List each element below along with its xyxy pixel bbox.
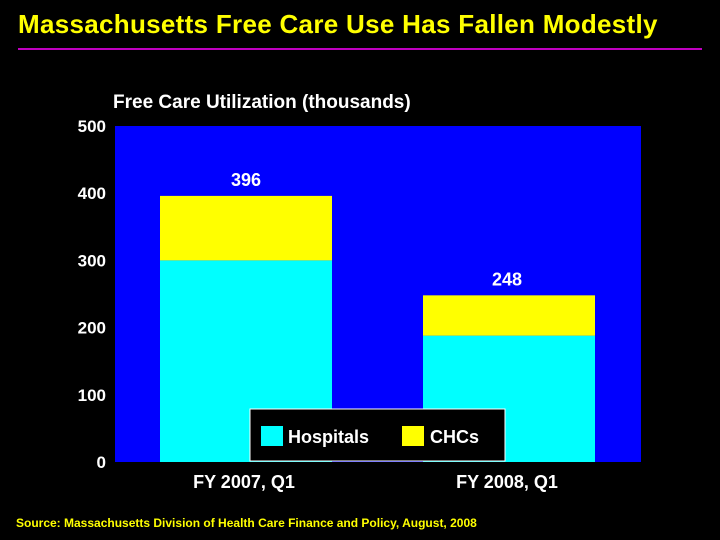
y-tick-label: 100 (78, 386, 106, 405)
legend-box (249, 408, 506, 462)
bar-chcs (423, 295, 595, 336)
title-divider (18, 48, 702, 50)
y-tick-label: 500 (78, 117, 106, 136)
legend-swatch-chcs (402, 426, 424, 446)
legend-swatch-hospitals (261, 426, 283, 446)
x-tick-label: FY 2008, Q1 (456, 472, 558, 492)
y-tick-label: 300 (78, 251, 106, 270)
legend-label-hospitals: Hospitals (288, 427, 369, 447)
chart-title: Free Care Utilization (thousands) (113, 92, 411, 113)
source-note: Source: Massachusetts Division of Health… (16, 516, 477, 530)
total-label: 396 (231, 170, 261, 190)
total-label: 248 (492, 269, 522, 289)
x-tick-label: FY 2007, Q1 (193, 472, 295, 492)
y-tick-label: 200 (78, 319, 106, 338)
bar-chcs (160, 195, 332, 261)
legend-label-chcs: CHCs (430, 427, 479, 447)
slide-title: Massachusetts Free Care Use Has Fallen M… (18, 9, 658, 39)
y-tick-label: 0 (97, 453, 106, 472)
y-tick-label: 400 (78, 184, 106, 203)
